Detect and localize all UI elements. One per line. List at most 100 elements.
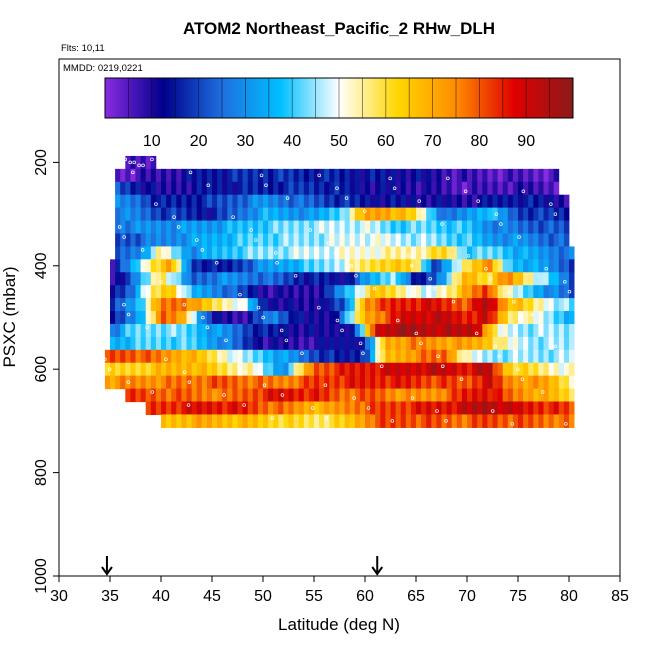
heatmap-cell [563,414,570,428]
heatmap-cell [283,285,289,299]
heatmap-cell [395,246,402,260]
heatmap-cell [518,181,524,196]
heatmap-cell [385,298,391,312]
heatmap-cell [120,349,126,364]
heatmap-cell [150,220,157,235]
heatmap-cell [283,168,289,183]
heatmap-cell [171,401,177,416]
heatmap-cell [232,323,238,338]
heatmap-cell [482,246,488,260]
sample-point [264,183,268,188]
heatmap-cell [523,349,529,364]
heatmap-cell [400,311,407,325]
heatmap-cell [222,298,228,312]
heatmap-cell [390,259,396,273]
heatmap-cell [528,285,534,299]
heatmap-cell [247,220,254,235]
heatmap-cell [242,272,249,286]
heatmap-cell [288,220,294,235]
sample-point [256,305,261,310]
heatmap-cell [217,259,223,273]
heatmap-cell [263,285,269,299]
heatmap-cell [115,311,121,325]
heatmap-cell [334,336,340,351]
heatmap-cell [155,233,162,248]
sample-point [410,396,415,400]
heatmap-cell [293,285,300,299]
heatmap-cell [497,362,504,377]
heatmap-cell [283,362,289,377]
heatmap-cell [548,298,555,312]
heatmap-cell [104,375,111,390]
heatmap-cell [125,336,131,351]
heatmap-cell [528,259,534,273]
heatmap-cell [298,233,305,248]
heatmap-cell [472,349,478,364]
heatmap-cell [110,349,116,364]
heatmap-cell [538,259,544,273]
heatmap-cell [319,168,325,183]
heatmap-cell [334,323,340,338]
heatmap-cell [421,375,427,390]
heatmap-cell [436,168,442,183]
heatmap-cell [288,375,294,390]
heatmap-cell [242,401,249,416]
heatmap-cell [288,259,294,273]
heatmap-cell [227,311,233,325]
heatmap-cell [344,207,351,222]
heatmap-cell [370,194,376,209]
heatmap-cell [543,272,549,286]
sample-point [476,199,480,203]
heatmap-cell [314,181,320,196]
heatmap-cell [252,220,259,235]
heatmap-cell [115,181,121,196]
sample-point [517,235,521,239]
heatmap-cell [446,336,453,351]
heatmap-cell [120,375,126,390]
heatmap-cell [553,168,560,183]
heatmap-cell [329,233,335,248]
heatmap-cell [176,272,182,286]
heatmap-cell [538,272,544,286]
heatmap-cell [538,336,544,351]
colorbar-tick-label: 10 [143,133,161,150]
heatmap-cell [431,414,437,428]
heatmap-cell [150,207,157,222]
heatmap-cell [273,220,279,235]
heatmap-cell [497,181,504,196]
heatmap-cell [410,349,417,364]
heatmap-cell [232,168,238,183]
heatmap-cell [344,259,351,273]
heatmap-cell [135,388,141,403]
heatmap-cell [217,388,223,403]
heatmap-cell [237,246,243,260]
heatmap-cell [115,362,121,377]
heatmap-cell [461,259,468,273]
sample-point [284,338,289,343]
heatmap-cell [257,220,264,235]
heatmap-cell [191,349,198,364]
heatmap-cell [329,388,335,403]
heatmap-cell [278,362,284,377]
sample-point [540,390,545,394]
heatmap-cell [467,414,473,428]
heatmap-cell [263,233,269,248]
heatmap-cell [308,246,315,260]
heatmap-cell [140,349,147,364]
heatmap-cell [523,285,529,299]
heatmap-cell [150,285,157,299]
sample-point [238,292,242,297]
heatmap-cell [553,336,560,351]
heatmap-cell [441,298,447,312]
sample-point [361,351,365,356]
heatmap-cell [232,259,238,273]
heatmap-cell [446,272,453,286]
heatmap-cell [405,323,412,338]
heatmap-cell [252,246,259,260]
heatmap-cell [217,168,223,183]
heatmap-cell [201,401,208,416]
heatmap-cell [410,401,417,416]
heatmap-cell [390,168,396,183]
heatmap-cell [492,375,498,390]
heatmap-cell [497,285,504,299]
